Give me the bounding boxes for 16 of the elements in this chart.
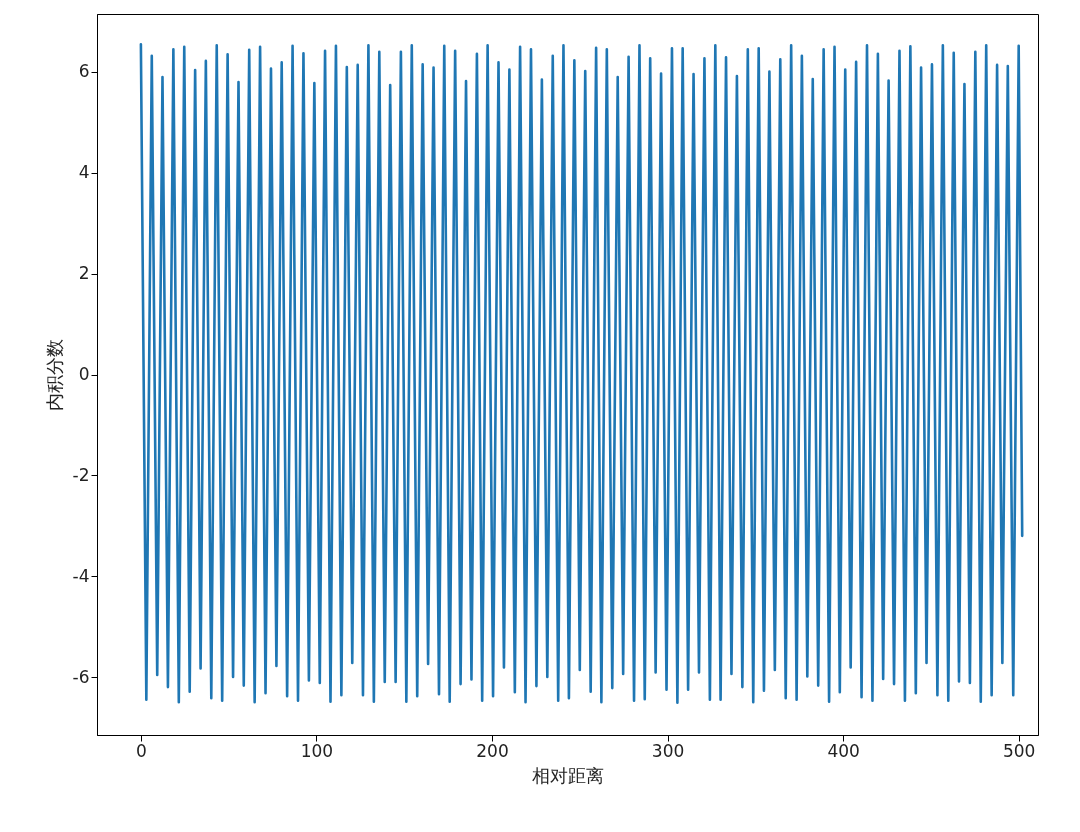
y-tick-label: 6 [78,61,90,82]
x-tick-label: 300 [651,740,685,761]
y-tick-label: 2 [78,263,90,284]
x-axis-title: 相对距离 [532,764,604,786]
y-axis-title: 内积分数 [43,339,65,411]
y-tick-label: 4 [78,162,90,183]
line-series [139,42,1024,705]
x-tick-label: 500 [1002,740,1036,761]
y-tick-label: 0 [78,364,90,384]
x-tick-label: 0 [135,740,147,761]
y-tick-label: -2 [72,464,90,485]
y-tick-label: -6 [72,666,90,687]
x-tick-label: 100 [300,740,334,761]
x-tick-label: 200 [476,740,509,761]
x-tick-label: 400 [827,740,860,761]
y-tick-label: -4 [72,565,90,586]
